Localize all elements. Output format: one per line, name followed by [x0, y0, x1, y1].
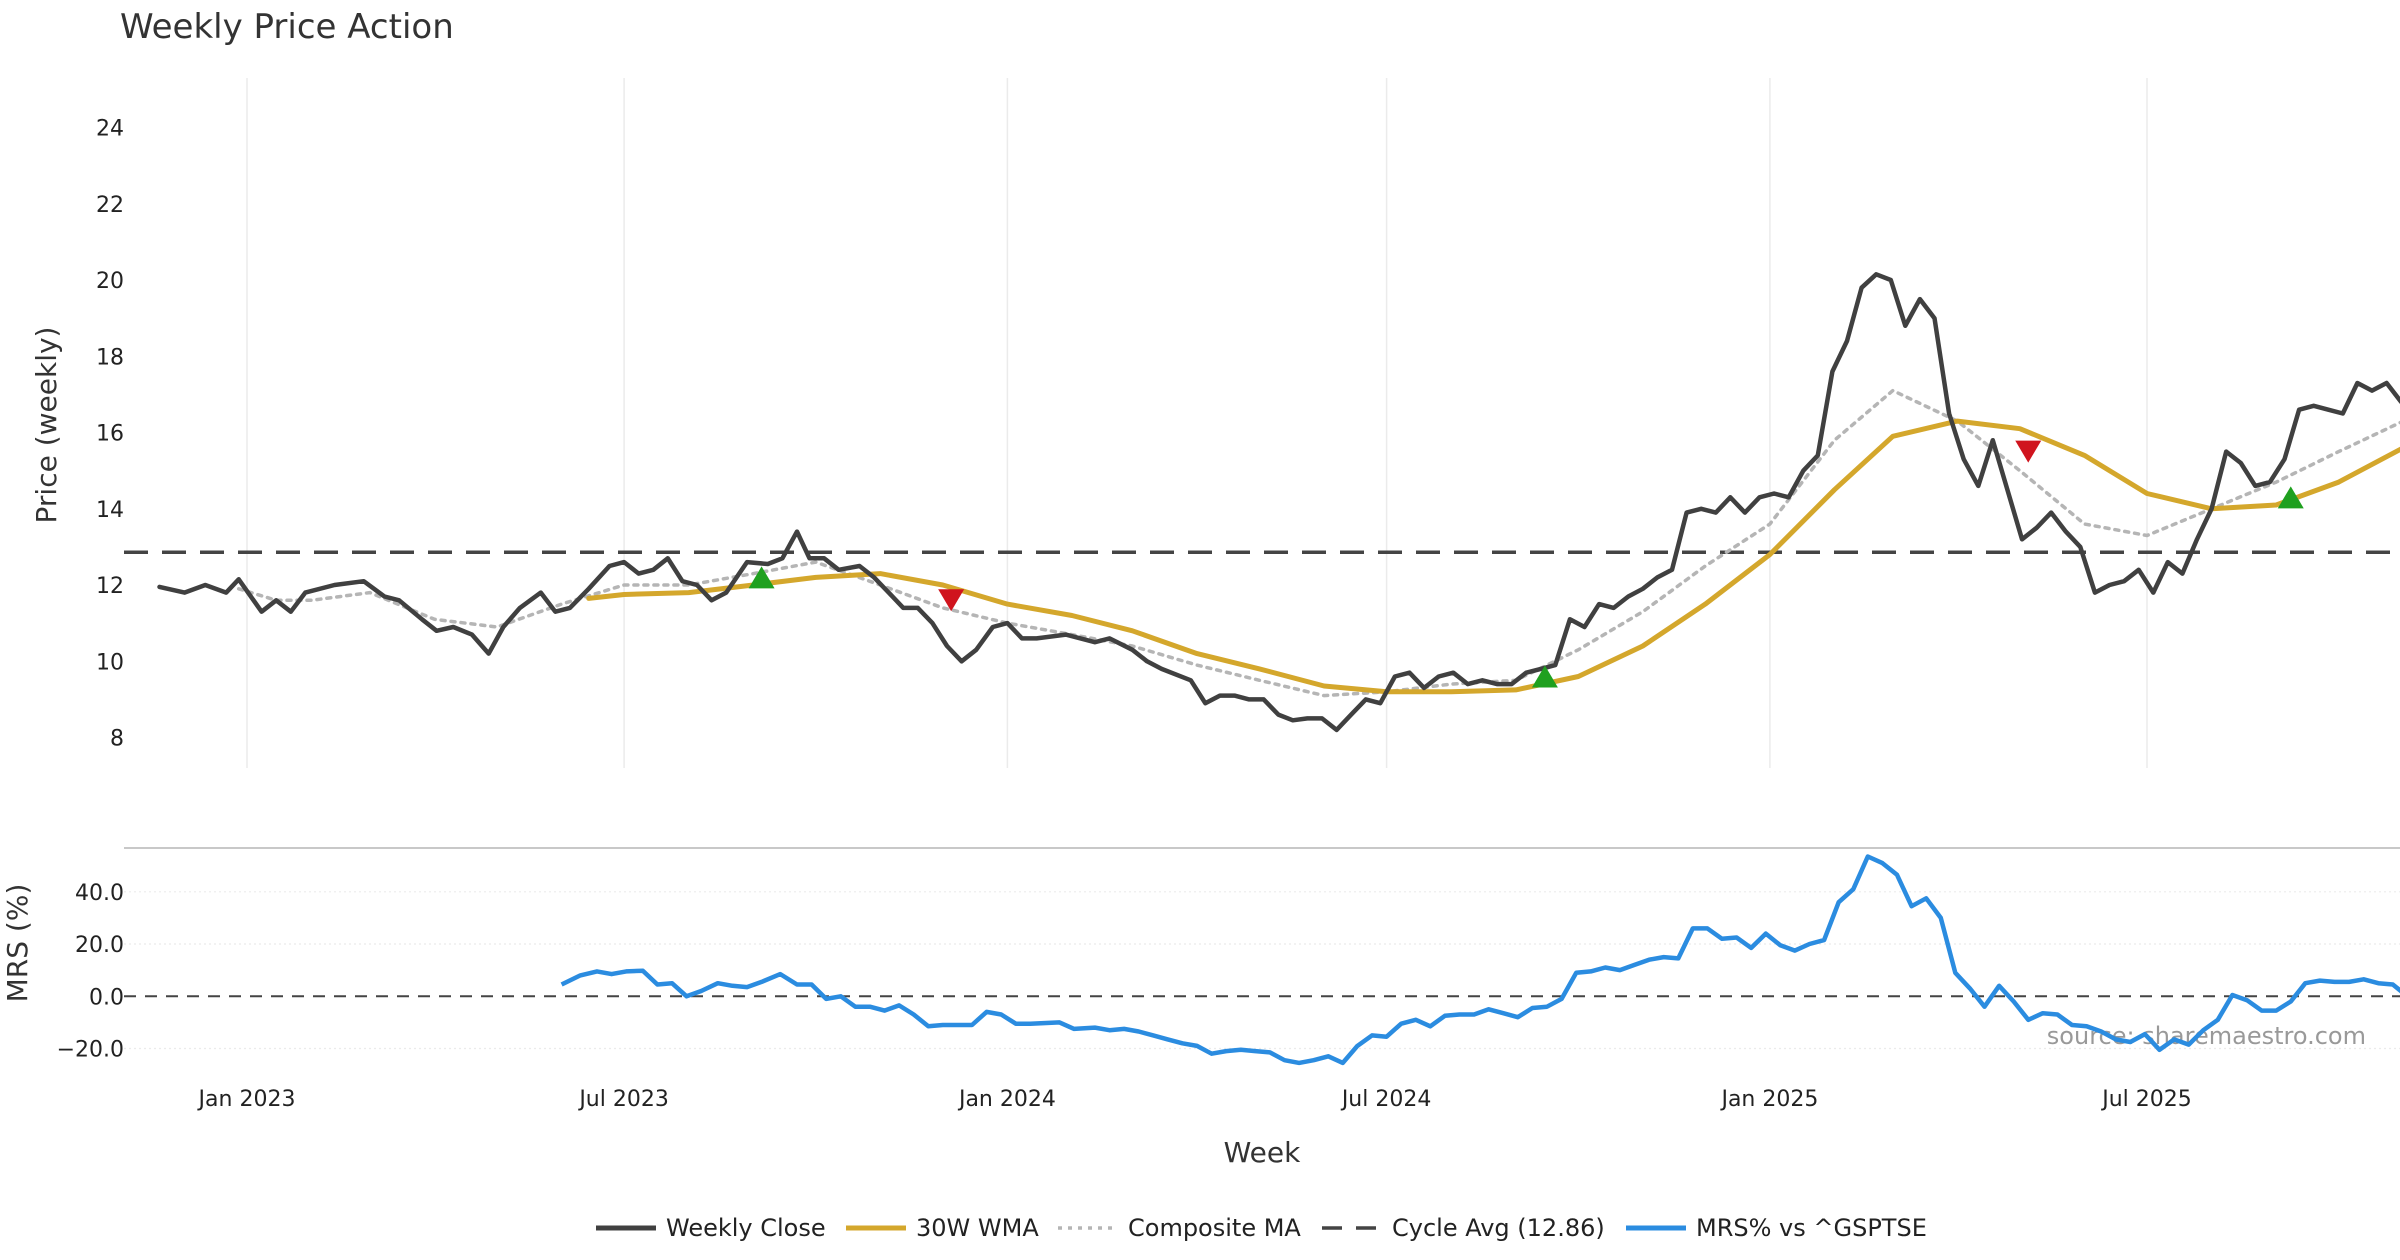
price-y-tick-label: 16: [96, 422, 124, 447]
price-y-tick-label: 10: [96, 650, 124, 675]
series-lines: [157, 272, 2400, 1066]
x-tick-label: Jan 2024: [957, 1087, 1056, 1112]
price-y-tick-label: 20: [96, 269, 124, 294]
tick-labels: Jan 2023 Jul 2023 Jan 2024 Jul 2024 Jan 2025…: [57, 117, 2192, 1112]
x-tick-label: Jan 2023: [197, 1087, 296, 1112]
price-y-axis-title: Price (weekly): [30, 327, 63, 524]
sell-signal-marker: [2015, 440, 2042, 463]
x-tick-label: Jul 2025: [2100, 1087, 2192, 1112]
buy-signal-marker: [1531, 665, 1558, 688]
wma-30w-line: [586, 418, 2400, 695]
signal-markers: [748, 440, 2304, 688]
mrs-line: [560, 854, 2400, 1066]
mrs-y-tick-label: 40.0: [75, 881, 124, 906]
x-tick-label: Jul 2024: [1340, 1087, 1432, 1112]
legend-label: MRS% vs ^GSPTSE: [1696, 1214, 1927, 1242]
mrs-y-tick-label: −20.0: [57, 1037, 124, 1062]
reference-lines: [124, 550, 2400, 998]
legend-label: Cycle Avg (12.86): [1392, 1214, 1605, 1242]
price-y-tick-label: 14: [96, 498, 124, 523]
price-y-tick-label: 8: [110, 727, 124, 752]
legend: Weekly Close 30W WMA Composite MA Cycle Avg…: [596, 1214, 1927, 1242]
grid-lines: [124, 78, 2400, 1050]
legend-label: Weekly Close: [666, 1214, 826, 1242]
price-y-tick-label: 22: [96, 193, 124, 218]
price-y-tick-label: 12: [96, 574, 124, 599]
composite-ma-line: [236, 388, 2400, 698]
buy-signal-marker: [748, 566, 775, 589]
mrs-y-tick-label: 20.0: [75, 933, 124, 958]
price-y-tick-label: 18: [96, 345, 124, 370]
mrs-y-tick-label: 0.0: [89, 985, 124, 1010]
x-tick-label: Jan 2025: [1719, 1087, 1818, 1112]
mrs-y-axis-title: MRS (%): [1, 884, 34, 1003]
legend-label: Composite MA: [1128, 1214, 1301, 1242]
weekly-close-line: [157, 272, 2400, 733]
price-y-tick-label: 24: [96, 117, 124, 142]
sell-signal-marker: [938, 589, 965, 612]
legend-label: 30W WMA: [916, 1214, 1039, 1242]
x-axis-title: Week: [1224, 1136, 1301, 1169]
x-tick-label: Jul 2023: [577, 1087, 669, 1112]
buy-signal-marker: [2277, 486, 2304, 509]
chart-title: Weekly Price Action: [120, 7, 454, 47]
